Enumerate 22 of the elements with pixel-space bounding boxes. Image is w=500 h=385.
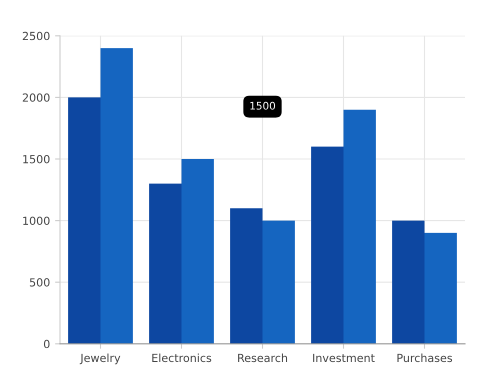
- bar: [68, 97, 100, 344]
- bar: [262, 220, 295, 344]
- y-tick-label: 1000: [23, 216, 50, 225]
- x-tick-label: Research: [238, 354, 288, 362]
- bar: [100, 48, 133, 344]
- y-tick-label: 2500: [22, 32, 50, 40]
- y-tick-label: 1500: [23, 154, 50, 164]
- bar: [424, 232, 457, 344]
- bar: [311, 146, 344, 344]
- bar: [230, 208, 262, 344]
- y-tick-label: 500: [30, 278, 50, 287]
- y-tick-label: 2000: [22, 93, 50, 102]
- bar: [182, 159, 214, 344]
- x-tick-label: Investment: [313, 354, 375, 362]
- x-tick-label: Jewelry: [80, 354, 120, 364]
- bar: [149, 184, 182, 344]
- x-tick-label: Purchases: [397, 354, 452, 362]
- x-tick-label: Electronics: [152, 354, 212, 362]
- bar: [392, 220, 424, 344]
- y-tick-label: 0: [44, 340, 50, 348]
- bar: [344, 110, 376, 344]
- annotation: 1500: [250, 102, 276, 110]
